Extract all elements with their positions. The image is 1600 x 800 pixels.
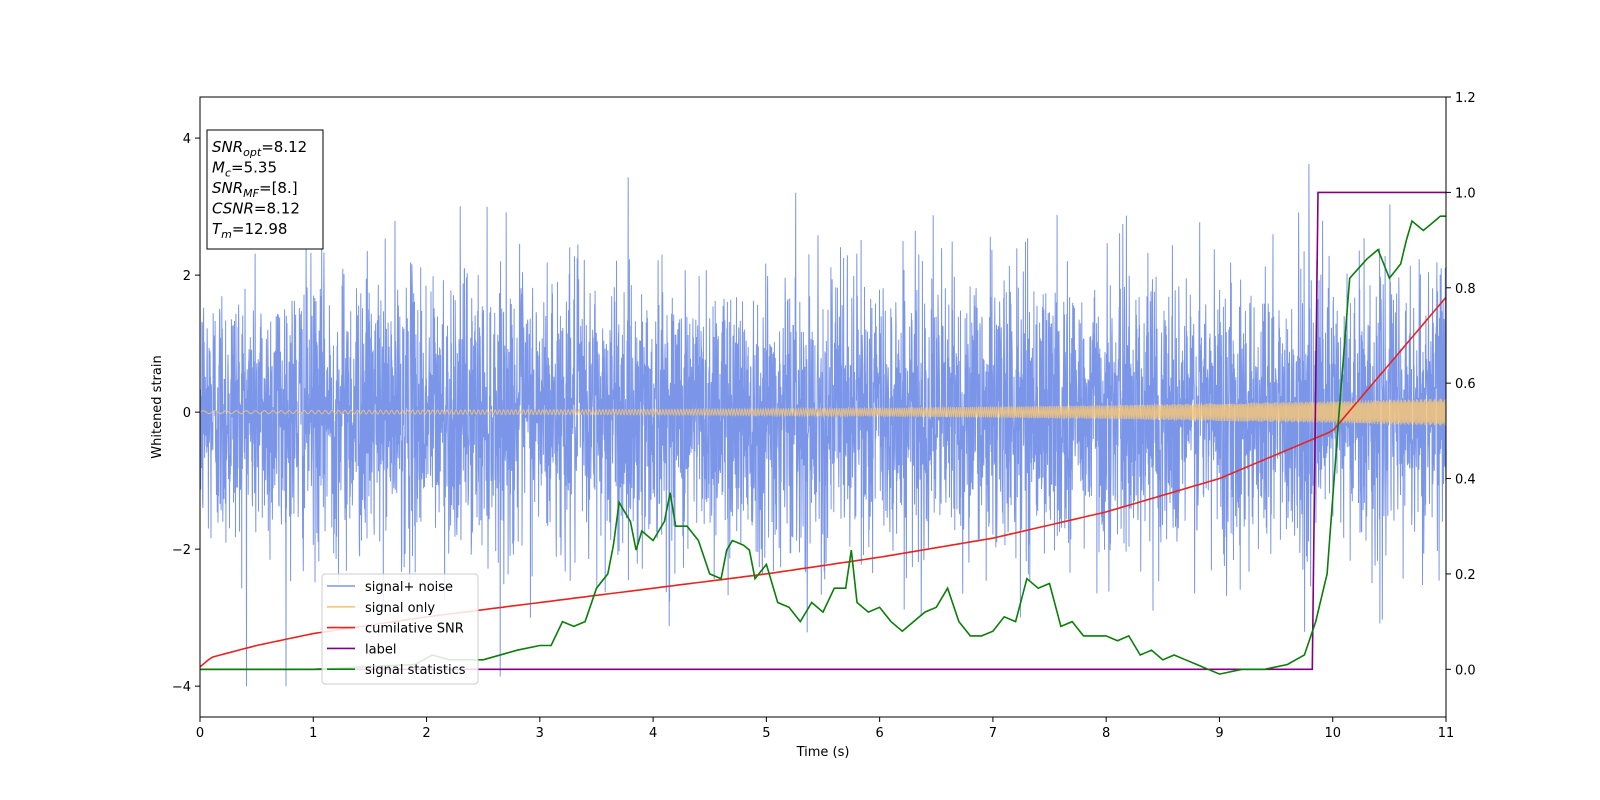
legend: signal+ noise signal only cumilative SNR la… xyxy=(321,573,479,685)
x-tick-label: 5 xyxy=(762,726,770,741)
info-box-line: SNRMF=[8.] xyxy=(212,179,298,200)
x-tick-label: 11 xyxy=(1438,726,1455,741)
info-box-line: Mc=5.35 xyxy=(212,159,277,180)
x-tick-label: 8 xyxy=(1102,726,1110,741)
y-left-tick-label: −2 xyxy=(172,543,191,558)
y-left-tick-label: −4 xyxy=(172,680,191,695)
x-tick-label: 10 xyxy=(1324,726,1341,741)
y-right-tick-label: 0.8 xyxy=(1455,282,1476,297)
y-left-tick-label: 4 xyxy=(183,132,191,147)
series-signal-noise xyxy=(200,163,1446,687)
series-label xyxy=(200,191,1446,671)
y-left-tick-label: 0 xyxy=(183,406,191,421)
info-box-line: CSNR=8.12 xyxy=(212,200,300,218)
x-tick-label: 1 xyxy=(309,726,317,741)
y-right-tick-label: 1.2 xyxy=(1455,91,1476,106)
y-right-tick-label: 0.4 xyxy=(1455,473,1476,488)
x-tick-label: 0 xyxy=(196,726,204,741)
info-box-line: SNRopt=8.12 xyxy=(212,138,307,159)
x-tick-label: 6 xyxy=(875,726,883,741)
legend-item: signal statistics xyxy=(327,663,466,678)
x-tick-label: 7 xyxy=(989,726,997,741)
y-right-tick-label: 0.0 xyxy=(1455,663,1476,678)
legend-label: signal only xyxy=(365,601,435,616)
y-axis-label: Whitened strain xyxy=(150,355,165,458)
y-right-tick-label: 0.2 xyxy=(1455,568,1476,583)
y-right-tick-label: 1.0 xyxy=(1455,186,1476,201)
info-box-line: Tm=12.98 xyxy=(212,220,287,241)
series-signal-statistics xyxy=(200,215,1446,675)
x-tick-label: 2 xyxy=(422,726,430,741)
legend-label: label xyxy=(365,642,396,657)
legend-item: signal only xyxy=(327,601,435,616)
legend-label: signal+ noise xyxy=(365,580,453,595)
legend-item: label xyxy=(327,642,396,657)
legend-item: cumilative SNR xyxy=(327,622,464,637)
x-tick-label: 9 xyxy=(1215,726,1223,741)
series-signal-only xyxy=(200,398,1446,426)
x-tick-label: 4 xyxy=(649,726,657,741)
y-left-tick-label: 2 xyxy=(183,269,191,284)
legend-label: signal statistics xyxy=(365,663,466,678)
plot-frame xyxy=(199,96,1447,718)
legend-label: cumilative SNR xyxy=(365,622,464,637)
x-axis-label: Time (s) xyxy=(796,745,850,760)
legend-item: signal+ noise xyxy=(327,580,453,595)
x-tick-label: 3 xyxy=(536,726,544,741)
y-right-tick-label: 0.6 xyxy=(1455,377,1476,392)
